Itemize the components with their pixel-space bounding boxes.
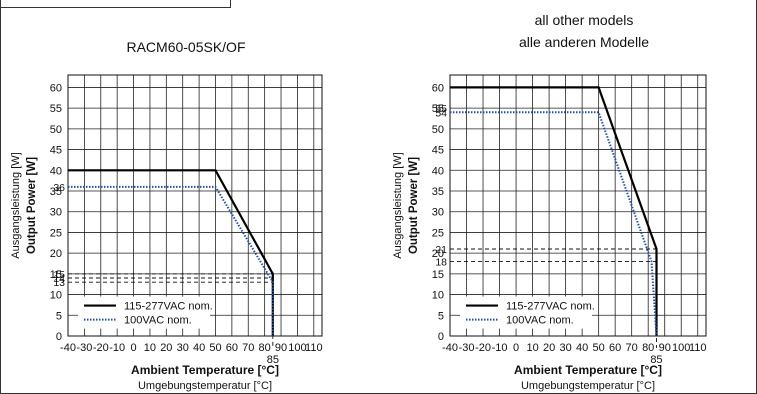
- reference-label: 18: [435, 256, 447, 268]
- x-tick-label: 20: [543, 342, 555, 354]
- series-line-115-277vac: [450, 86, 658, 336]
- y-tick-label: 35: [50, 186, 62, 198]
- y-axis-label: Output Power [W]: [26, 157, 38, 254]
- x-tick-label: 40: [193, 342, 205, 354]
- x-tick-label: 0: [130, 342, 136, 354]
- y-axis-label: Ausgangsleistung [W]: [392, 152, 404, 258]
- legend-label: 115-277VAC nom.: [506, 301, 595, 313]
- legend-box: [460, 296, 592, 329]
- y-tick-label: 60: [50, 82, 62, 94]
- reference-label: 14: [53, 273, 65, 285]
- x-tick-label: 100: [288, 342, 306, 354]
- header-strip: [1, 0, 231, 8]
- x-tick-label: 100: [672, 342, 690, 354]
- plot-frame: [67, 74, 323, 337]
- x-tick-label: 20: [160, 342, 172, 354]
- x-tick-label: 90: [659, 342, 671, 354]
- y-tick-label: 50: [50, 124, 62, 136]
- x-tick-label: 0: [513, 342, 519, 354]
- y-tick-label: 50: [432, 124, 444, 136]
- x-tick-label: -40: [442, 342, 458, 354]
- x-tick-label: 50: [209, 342, 221, 354]
- x-axis-label: Umgebungstemperatur [°C]: [138, 380, 272, 392]
- y-tick-label: 25: [50, 227, 62, 239]
- y-tick-label: 35: [432, 186, 444, 198]
- x-tick-label: -10: [109, 342, 125, 354]
- y-tick-label: 55: [432, 103, 444, 115]
- y-tick-label: 20: [50, 248, 62, 260]
- y-tick-label: 0: [56, 331, 62, 343]
- chart-title: all other models: [535, 12, 634, 28]
- legend-label: 100VAC nom.: [124, 315, 192, 327]
- series-line-100vac: [68, 185, 274, 336]
- chart-title: RACM60-05SK/OF: [126, 39, 245, 55]
- x-tick-label: -10: [492, 342, 508, 354]
- x-axis-label: Ambient Temperature [°C]: [514, 363, 662, 377]
- x-axis-label: Ambient Temperature [°C]: [131, 363, 279, 377]
- y-tick-label: 40: [50, 165, 62, 177]
- y-tick-label: 15: [432, 269, 444, 281]
- reference-label-x: 85: [267, 354, 279, 366]
- reference-label: 54: [435, 107, 447, 119]
- y-tick-label: 10: [50, 290, 62, 302]
- x-tick-label: 10: [144, 342, 156, 354]
- reference-label-x: 85: [650, 354, 662, 366]
- y-tick-label: 5: [438, 310, 444, 322]
- y-tick-label: 20: [432, 248, 444, 260]
- x-tick-label: -30: [76, 342, 92, 354]
- y-tick-label: 40: [432, 165, 444, 177]
- x-tick-label: 110: [689, 342, 707, 354]
- y-tick-label: 0: [438, 331, 444, 343]
- y-tick-label: 45: [432, 145, 444, 157]
- y-tick-label: 55: [50, 103, 62, 115]
- x-tick-label: -20: [475, 342, 491, 354]
- y-tick-label: 30: [50, 207, 62, 219]
- reference-label: 15: [53, 269, 65, 281]
- x-tick-label: 60: [609, 342, 621, 354]
- reference-label: 13: [53, 277, 65, 289]
- y-axis-label: Output Power [W]: [408, 157, 420, 254]
- x-tick-label: 10: [526, 342, 538, 354]
- x-tick-label: 110: [305, 342, 323, 354]
- series-line-115-277vac: [68, 169, 274, 336]
- y-tick-label: 45: [50, 145, 62, 157]
- x-tick-label: 60: [226, 342, 238, 354]
- x-tick-label: 70: [626, 342, 638, 354]
- legend-label: 115-277VAC nom.: [124, 301, 213, 313]
- x-tick-label: 50: [593, 342, 605, 354]
- y-tick-label: 5: [56, 310, 62, 322]
- x-tick-label: 30: [559, 342, 571, 354]
- x-tick-label: -30: [459, 342, 475, 354]
- y-axis-label: Ausgangsleistung [W]: [10, 152, 22, 258]
- x-tick-label: 30: [177, 342, 189, 354]
- x-tick-label: -40: [60, 342, 76, 354]
- legend-box: [78, 296, 210, 329]
- y-tick-label: 15: [50, 269, 62, 281]
- reference-label: 55: [435, 103, 447, 115]
- y-tick-label: 10: [432, 290, 444, 302]
- x-tick-label: 90: [275, 342, 287, 354]
- x-tick-label: -20: [93, 342, 109, 354]
- y-tick-label: 30: [432, 207, 444, 219]
- y-tick-label: 60: [432, 82, 444, 94]
- y-tick-label: 25: [432, 227, 444, 239]
- reference-label: 21: [435, 244, 447, 256]
- x-tick-label: 80: [642, 342, 654, 354]
- plot-frame: [449, 74, 707, 337]
- x-tick-label: 80: [259, 342, 271, 354]
- chart-title: alle anderen Modelle: [519, 34, 649, 50]
- legend-label: 100VAC nom.: [506, 315, 574, 327]
- x-axis-label: Umgebungstemperatur [°C]: [521, 380, 655, 392]
- x-tick-label: 70: [242, 342, 254, 354]
- x-tick-label: 40: [576, 342, 588, 354]
- reference-label: 36: [53, 182, 65, 194]
